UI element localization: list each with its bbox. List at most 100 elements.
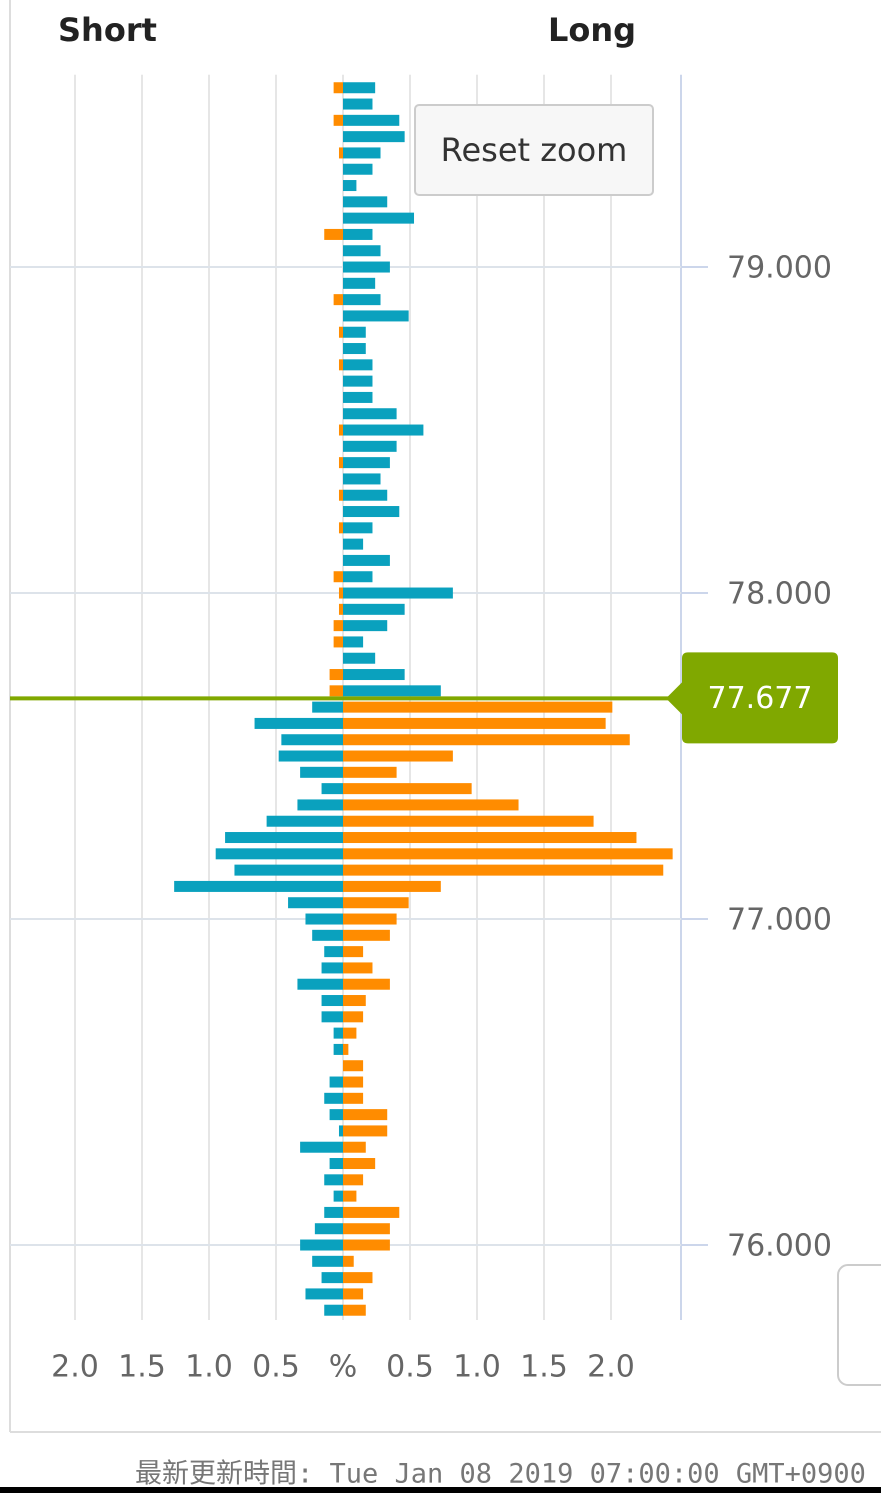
bar <box>343 375 373 387</box>
x-tick-label: 1.5 <box>118 1350 166 1385</box>
bar <box>343 1174 364 1186</box>
current-price-label: 77.677 <box>708 681 813 716</box>
reset-zoom-button[interactable]: Reset zoom <box>414 104 654 196</box>
side-widget[interactable] <box>837 1264 881 1386</box>
bar <box>343 554 390 566</box>
bar <box>343 995 366 1007</box>
bars <box>174 82 673 1316</box>
bar <box>343 848 673 860</box>
bar <box>343 294 381 306</box>
bar <box>215 848 343 860</box>
bar <box>343 734 630 746</box>
bar <box>297 799 343 811</box>
bar <box>333 1043 343 1055</box>
bar <box>343 359 373 371</box>
bar <box>321 1272 343 1284</box>
bar <box>338 326 343 338</box>
bar <box>338 587 343 599</box>
long-header: Long <box>548 11 636 49</box>
bar <box>343 571 373 583</box>
bar <box>343 1239 390 1251</box>
bar <box>343 391 373 403</box>
bar <box>343 98 373 110</box>
x-tick-label: 1.5 <box>520 1350 568 1385</box>
x-tick-label: 1.0 <box>185 1350 233 1385</box>
bar <box>324 1206 343 1218</box>
bar <box>297 978 343 990</box>
bar <box>321 962 343 974</box>
bar <box>343 1027 357 1039</box>
y-tick-label: 76.000 <box>727 1229 832 1264</box>
bar <box>343 717 606 729</box>
bar <box>343 669 405 681</box>
bar <box>324 228 343 240</box>
x-tick-label: 1.0 <box>453 1350 501 1385</box>
bar <box>174 880 343 892</box>
bar <box>329 1076 343 1088</box>
bar <box>288 897 343 909</box>
bar <box>343 652 376 664</box>
bar <box>343 636 364 648</box>
bar <box>343 1223 390 1235</box>
bar <box>333 571 343 583</box>
bar <box>343 538 364 550</box>
current-price-box <box>666 652 838 744</box>
bar <box>312 929 343 941</box>
bar <box>343 489 388 501</box>
bar <box>343 929 390 941</box>
bar <box>343 424 424 436</box>
bar <box>343 228 373 240</box>
bar <box>343 620 388 632</box>
bar <box>343 1158 376 1170</box>
bar <box>343 261 390 273</box>
bar <box>338 457 343 469</box>
bar <box>338 1125 343 1137</box>
bar <box>343 978 390 990</box>
x-tick-label: 2.0 <box>587 1350 635 1385</box>
bar <box>343 147 381 159</box>
bar <box>343 326 366 338</box>
bar <box>338 147 343 159</box>
bar <box>343 1304 366 1316</box>
bar <box>343 799 519 811</box>
bar <box>343 1011 364 1023</box>
bar <box>343 440 397 452</box>
bar <box>343 1141 366 1153</box>
y-tick-label: 77.000 <box>727 903 832 938</box>
bar <box>343 1272 373 1284</box>
y-tick-label: 79.000 <box>727 251 832 286</box>
bar <box>343 603 405 615</box>
bar <box>343 163 373 175</box>
bar <box>343 180 357 192</box>
bar <box>338 489 343 501</box>
bar <box>300 1239 343 1251</box>
bar <box>343 131 405 143</box>
bar <box>338 359 343 371</box>
bar <box>321 783 343 795</box>
bar <box>324 1174 343 1186</box>
bar <box>254 717 343 729</box>
bar <box>343 522 373 534</box>
bar <box>343 897 409 909</box>
bar <box>343 750 453 762</box>
bar <box>343 766 397 778</box>
bar <box>234 864 343 876</box>
bar <box>343 506 400 518</box>
overlay: 2.0 1.5 1.0 0.5% 0.5 1.0 1.5 2.0 79.000 78.000 77.… <box>10 251 838 1385</box>
button-label[interactable]: Reset zoom <box>441 131 628 169</box>
bar <box>333 294 343 306</box>
bar <box>343 457 390 469</box>
bar <box>343 245 381 257</box>
bar <box>343 1076 364 1088</box>
bar <box>343 1109 388 1121</box>
button-box[interactable] <box>414 104 654 196</box>
bar <box>305 913 343 925</box>
bar <box>343 212 415 224</box>
bar <box>343 1125 388 1137</box>
bar <box>324 1092 343 1104</box>
bar <box>343 408 397 420</box>
bar <box>266 815 343 827</box>
bar <box>343 196 388 208</box>
bottom-bar <box>0 1487 881 1493</box>
bar <box>329 1109 343 1121</box>
